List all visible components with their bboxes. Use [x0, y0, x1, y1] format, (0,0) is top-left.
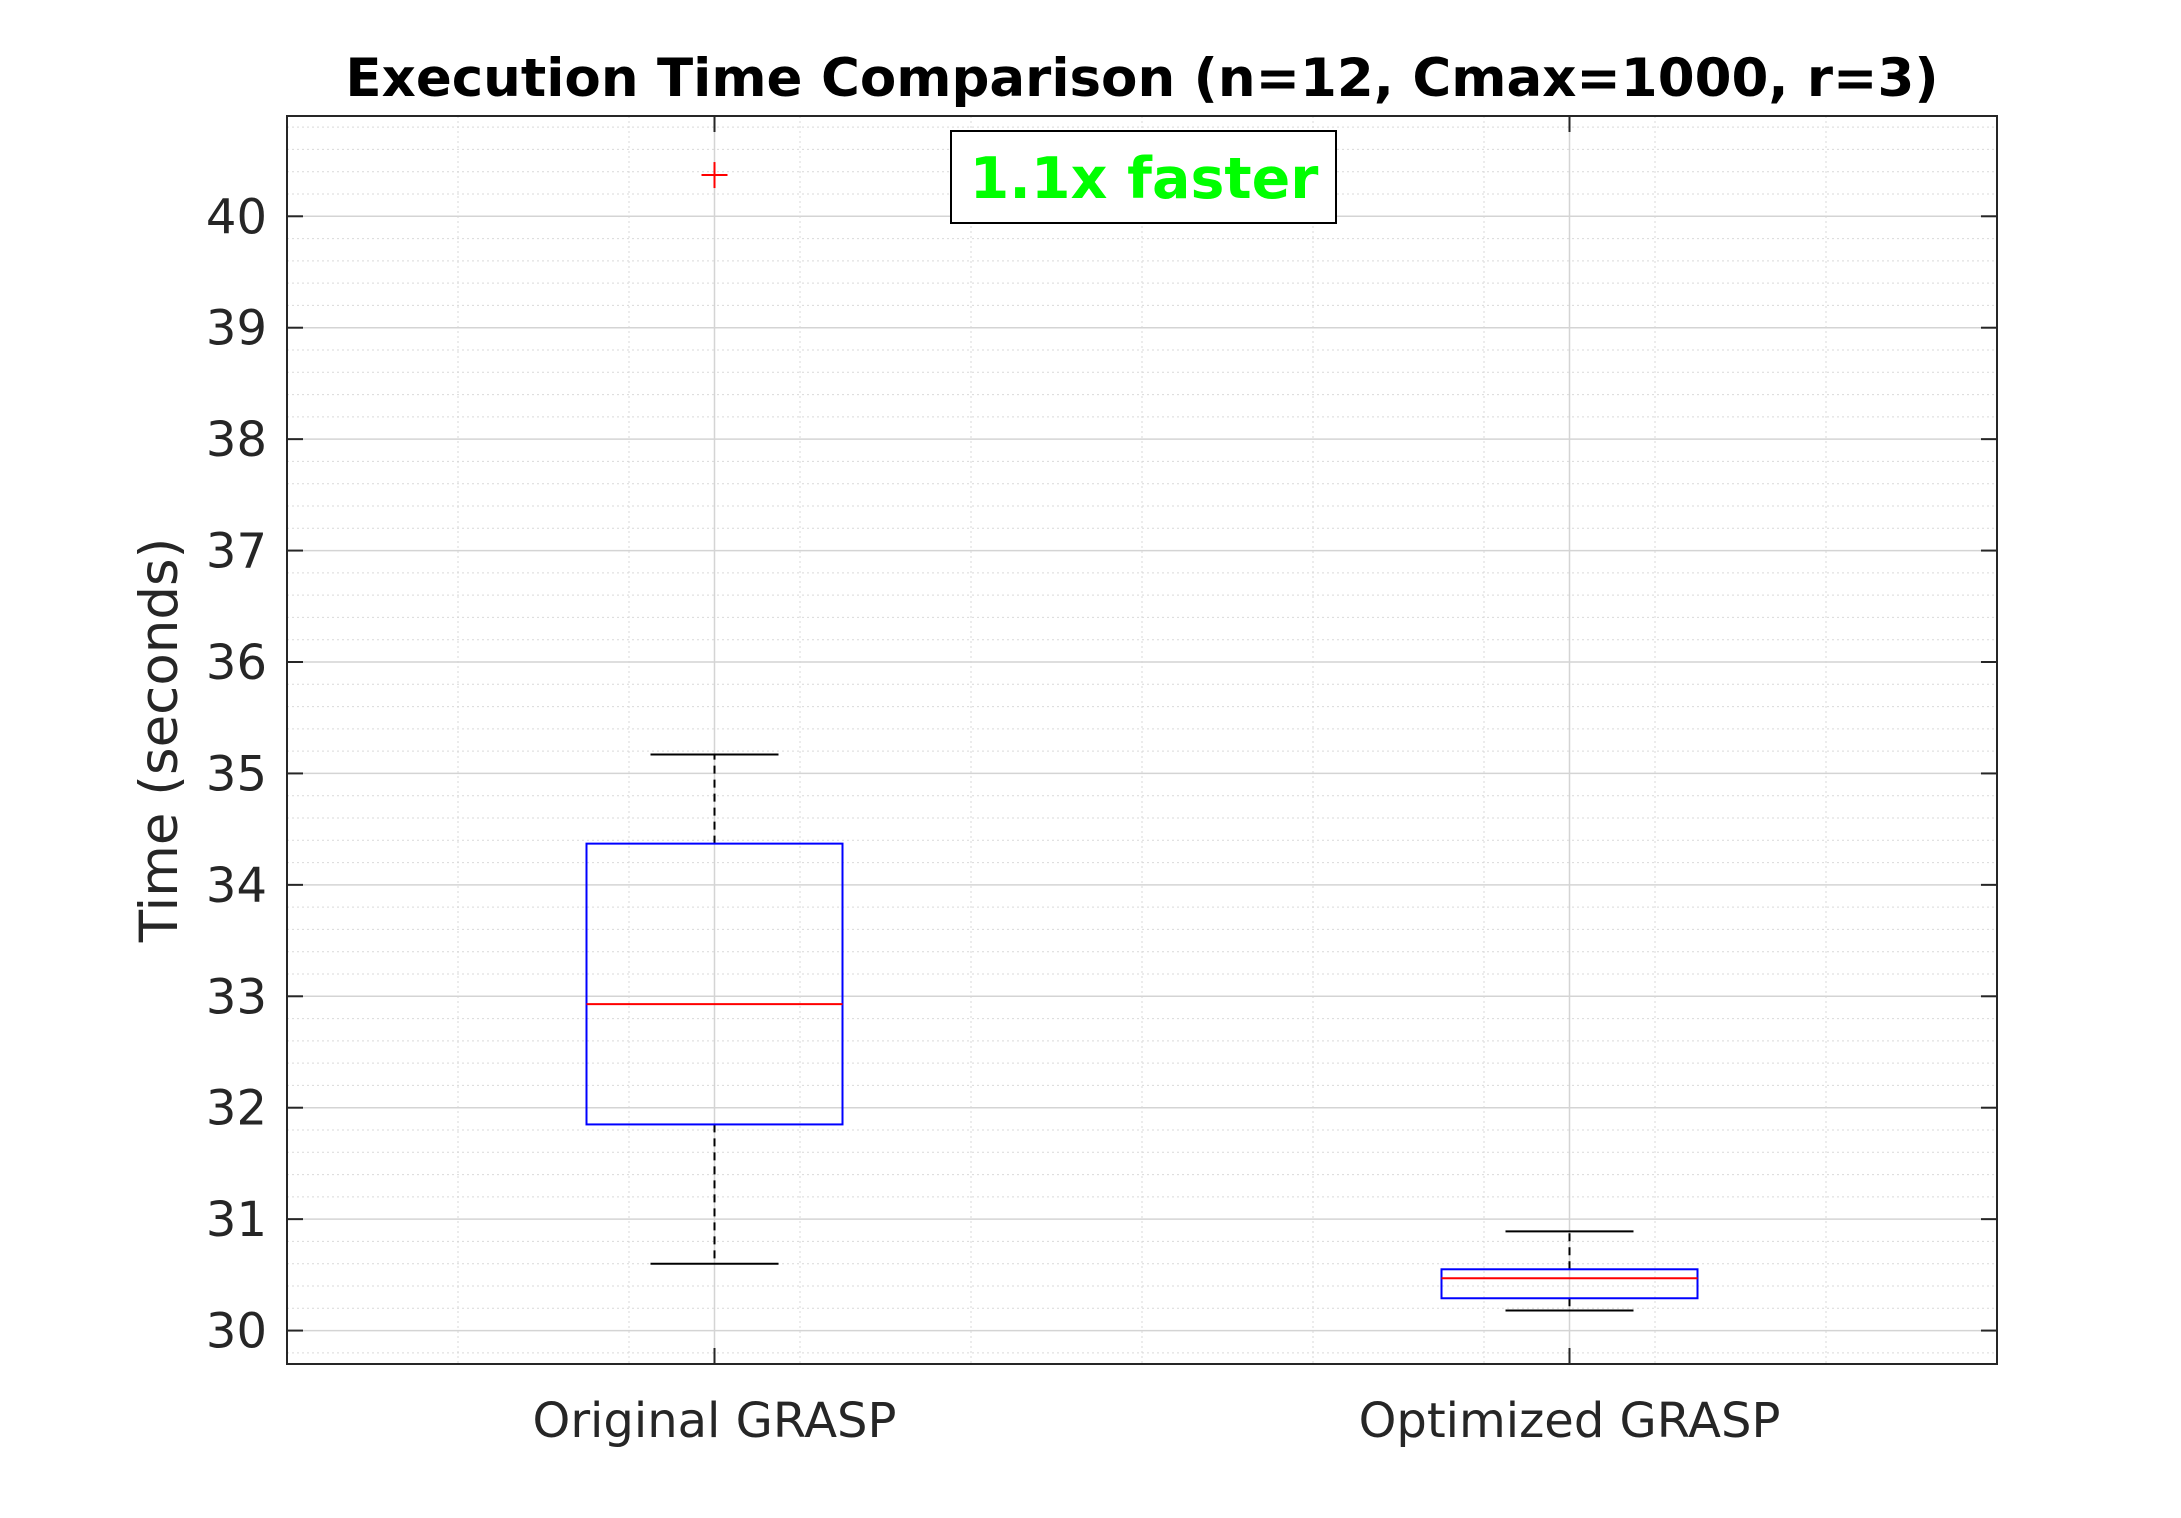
box-iqr — [1440, 1268, 1699, 1300]
y-tick-label: 35 — [206, 746, 267, 802]
y-tick-label: 30 — [206, 1304, 267, 1360]
y-tick-label: 37 — [206, 524, 267, 580]
box-series — [585, 162, 1699, 1312]
axis-ticks: 30 31 32 33 34 35 36 37 38 39 40 Original GRASP Opti… — [206, 116, 1997, 1449]
y-tick-label: 39 — [206, 301, 267, 357]
box-iqr — [585, 842, 844, 1126]
y-tick-label: 33 — [206, 969, 267, 1025]
annotation-box — [950, 130, 1337, 224]
x-tick-label: Original GRASP — [533, 1393, 897, 1449]
plot-frame — [286, 115, 1998, 1365]
y-tick-label: 32 — [206, 1081, 267, 1137]
y-axis-label: Time (seconds) — [129, 538, 190, 944]
chart-title: Execution Time Comparison (n=12, Cmax=10… — [345, 48, 1938, 109]
annotation-text: 1.1x faster — [970, 146, 1319, 212]
y-tick-label: 31 — [206, 1192, 267, 1248]
y-tick-label: 34 — [206, 858, 267, 914]
speedup-annotation: 1.1x faster — [950, 130, 1337, 224]
outlier-point — [701, 162, 728, 189]
box-2 — [1440, 1230, 1699, 1312]
box-1 — [585, 162, 844, 1265]
x-tick-label: Optimized GRASP — [1359, 1393, 1781, 1449]
y-tick-label: 36 — [206, 635, 267, 691]
grid-lines — [286, 116, 1998, 1364]
y-tick-label: 38 — [206, 412, 267, 468]
y-tick-label: 40 — [206, 189, 267, 245]
